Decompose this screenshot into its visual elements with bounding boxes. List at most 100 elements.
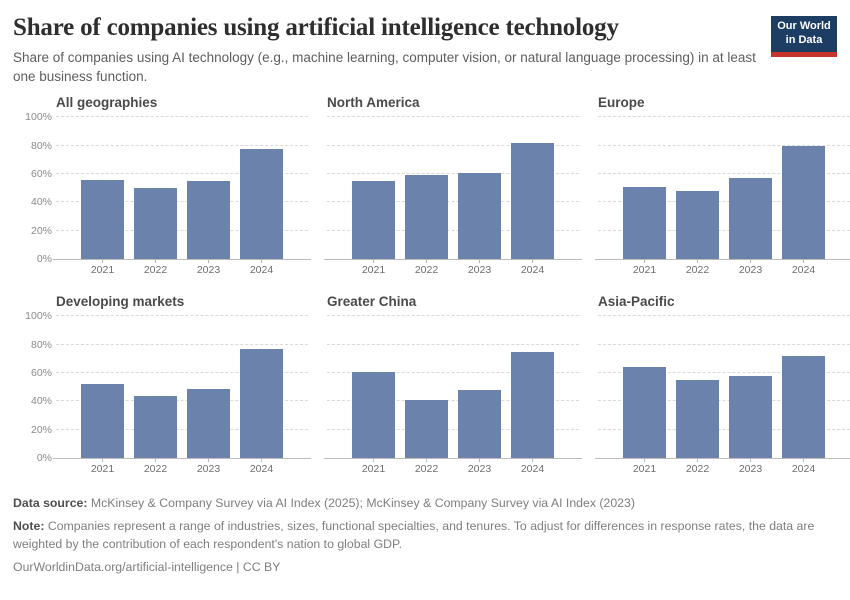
x-tick-cell: 2022 <box>676 259 719 279</box>
x-tick-cell: 2021 <box>352 259 395 279</box>
bar-2021[interactable] <box>81 179 124 260</box>
bars-group <box>598 316 850 459</box>
y-tick-label: 60% <box>30 168 52 181</box>
owid-logo[interactable]: Our World in Data <box>771 16 837 57</box>
x-tick-label: 2021 <box>361 264 386 277</box>
bar-2023[interactable] <box>187 181 230 260</box>
x-tick-cell: 2024 <box>240 259 283 279</box>
bar-2023[interactable] <box>458 390 501 459</box>
x-tick-label: 2021 <box>90 463 115 476</box>
x-tick-label: 2024 <box>249 463 274 476</box>
gridline <box>327 372 579 374</box>
bar-2024[interactable] <box>240 148 283 260</box>
data-source-line: Data source: McKinsey & Company Survey v… <box>13 495 837 513</box>
bars-group <box>327 316 579 459</box>
x-tick-mark <box>155 259 156 264</box>
y-tick-label: 40% <box>30 196 52 209</box>
bar-2021[interactable] <box>81 384 124 459</box>
x-axis-labels: 2021 2022 2023 2024 <box>598 458 850 478</box>
x-axis-baseline <box>53 458 311 460</box>
bar-2024[interactable] <box>782 356 825 459</box>
bar-2021[interactable] <box>623 186 666 260</box>
plot-area <box>53 116 311 261</box>
x-tick-label: 2023 <box>196 463 221 476</box>
y-axis-labels: 0% 20% 40% 60% 80% 100% <box>23 310 56 464</box>
x-tick-label: 2021 <box>632 463 657 476</box>
y-tick-label: 60% <box>30 367 52 380</box>
bar-2023[interactable] <box>729 375 772 459</box>
gridline <box>56 372 308 374</box>
x-tick-cell: 2022 <box>405 259 448 279</box>
y-tick-label: 20% <box>30 423 52 436</box>
x-axis-baseline <box>53 259 311 261</box>
bar-2024[interactable] <box>782 145 825 260</box>
bar-2024[interactable] <box>511 142 554 260</box>
facet-title: Greater China <box>327 294 417 310</box>
bar-2022[interactable] <box>134 188 177 260</box>
license-line: OurWorldinData.org/artificial-intelligen… <box>13 559 281 574</box>
bar-2021[interactable] <box>352 181 395 260</box>
x-tick-mark <box>750 458 751 463</box>
bars-group <box>598 117 850 260</box>
x-tick-mark <box>102 458 103 463</box>
x-tick-label: 2021 <box>90 264 115 277</box>
bar-2023[interactable] <box>458 172 501 260</box>
y-tick-label: 80% <box>30 338 52 351</box>
x-tick-cell: 2021 <box>81 259 124 279</box>
x-axis-labels: 2021 2022 2023 2024 <box>56 458 308 478</box>
x-tick-mark <box>644 259 645 264</box>
gridline <box>327 428 579 430</box>
bars-group <box>56 316 308 459</box>
y-tick-label: 20% <box>30 224 52 237</box>
x-tick-cell: 2023 <box>187 259 230 279</box>
x-tick-mark <box>532 259 533 264</box>
x-axis-labels: 2021 2022 2023 2024 <box>327 458 579 478</box>
x-tick-mark <box>479 259 480 264</box>
bar-2022[interactable] <box>676 191 719 260</box>
data-source-text: McKinsey & Company Survey via AI Index (… <box>87 496 635 511</box>
bar-2023[interactable] <box>187 388 230 459</box>
bar-2024[interactable] <box>511 351 554 459</box>
x-tick-mark <box>261 259 262 264</box>
plot-area <box>595 315 850 460</box>
x-tick-label: 2024 <box>791 463 816 476</box>
y-axis-labels: 0% 20% 40% 60% 80% 100% <box>23 111 56 265</box>
x-axis-labels: 2021 2022 2023 2024 <box>598 259 850 279</box>
bar-2022[interactable] <box>405 400 448 459</box>
x-tick-cell: 2024 <box>782 259 825 279</box>
bar-2023[interactable] <box>729 178 772 260</box>
x-tick-mark <box>426 458 427 463</box>
x-tick-label: 2024 <box>249 264 274 277</box>
gridline <box>56 116 308 118</box>
facet-title: Developing markets <box>56 294 185 310</box>
bar-2022[interactable] <box>134 395 177 459</box>
x-tick-mark <box>373 458 374 463</box>
bar-2024[interactable] <box>240 348 283 459</box>
facet-north-america: North America 2021 2022 2023 2024 <box>324 95 582 279</box>
facet-title: All geographies <box>56 95 158 111</box>
y-tick-label: 0% <box>36 253 52 266</box>
gridline <box>327 116 579 118</box>
bar-2022[interactable] <box>405 175 448 260</box>
gridline <box>327 201 579 203</box>
x-tick-label: 2022 <box>143 463 168 476</box>
bar-2021[interactable] <box>352 371 395 459</box>
facet-title: Europe <box>598 95 645 111</box>
x-tick-cell: 2023 <box>458 458 501 478</box>
plot-area <box>324 315 582 460</box>
x-tick-cell: 2023 <box>458 259 501 279</box>
x-tick-mark <box>697 458 698 463</box>
x-tick-label: 2022 <box>685 463 710 476</box>
bar-2021[interactable] <box>623 367 666 459</box>
bar-2022[interactable] <box>676 380 719 459</box>
x-tick-cell: 2022 <box>134 259 177 279</box>
x-tick-mark <box>803 259 804 264</box>
x-tick-cell: 2023 <box>187 458 230 478</box>
x-tick-mark <box>261 458 262 463</box>
gridline <box>56 428 308 430</box>
gridline <box>598 201 850 203</box>
note-text: Companies represent a range of industrie… <box>13 519 815 551</box>
x-tick-label: 2024 <box>791 264 816 277</box>
x-tick-label: 2024 <box>520 264 545 277</box>
x-axis-baseline <box>324 259 582 261</box>
